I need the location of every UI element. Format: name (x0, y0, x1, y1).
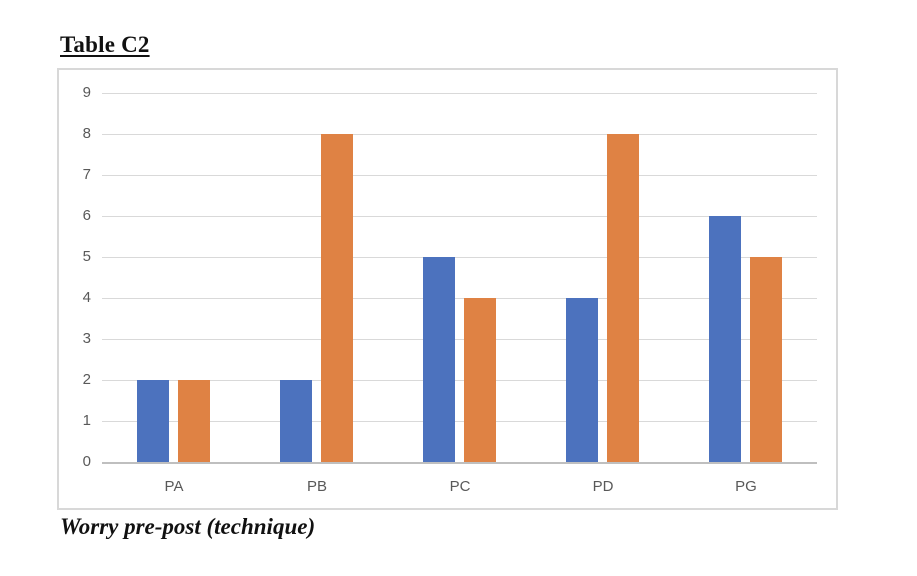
gridline (102, 257, 817, 258)
figure-title: Table C2 (60, 32, 150, 57)
gridline (102, 380, 817, 381)
x-axis-category-label: PB (306, 478, 327, 495)
bar-PA-series1 (137, 380, 169, 462)
gridline (102, 421, 817, 422)
bar-PC-series1 (423, 257, 455, 462)
x-axis-category-label: PC (449, 478, 471, 495)
y-axis-tick-label: 8 (82, 125, 91, 142)
gridline (102, 175, 817, 176)
gridline (102, 339, 817, 340)
gridline (102, 134, 817, 135)
gridline (102, 298, 817, 299)
bar-PG-series1 (709, 216, 741, 462)
figure-caption: Worry pre-post (technique) (60, 514, 316, 539)
y-axis-tick-label: 0 (82, 453, 91, 470)
y-axis-tick-label: 7 (82, 166, 91, 183)
bar-PD-series1 (566, 298, 598, 462)
x-axis-category-label: PA (164, 478, 184, 495)
bar-PC-series2 (464, 298, 496, 462)
bar-PG-series2 (750, 257, 782, 462)
y-axis-tick-label: 4 (82, 289, 91, 306)
y-axis-tick-label: 1 (82, 412, 91, 429)
bar-PA-series2 (178, 380, 210, 462)
y-axis-tick-label: 6 (82, 207, 91, 224)
y-axis-tick-label: 5 (82, 248, 91, 265)
x-axis-category-label: PG (735, 478, 757, 495)
x-axis-category-label: PD (592, 478, 614, 495)
y-axis-tick-label: 9 (82, 84, 91, 101)
bar-PB-series2 (321, 134, 353, 462)
chart-frame: 0 1 2 3 4 5 6 7 8 9 PA PB PC PD PG (57, 68, 838, 510)
gridline (102, 93, 817, 94)
y-axis-tick-label: 3 (82, 330, 91, 347)
gridline (102, 216, 817, 217)
gridline (102, 462, 817, 464)
y-axis-tick-label: 2 (82, 371, 91, 388)
bar-PB-series1 (280, 380, 312, 462)
bar-PD-series2 (607, 134, 639, 462)
